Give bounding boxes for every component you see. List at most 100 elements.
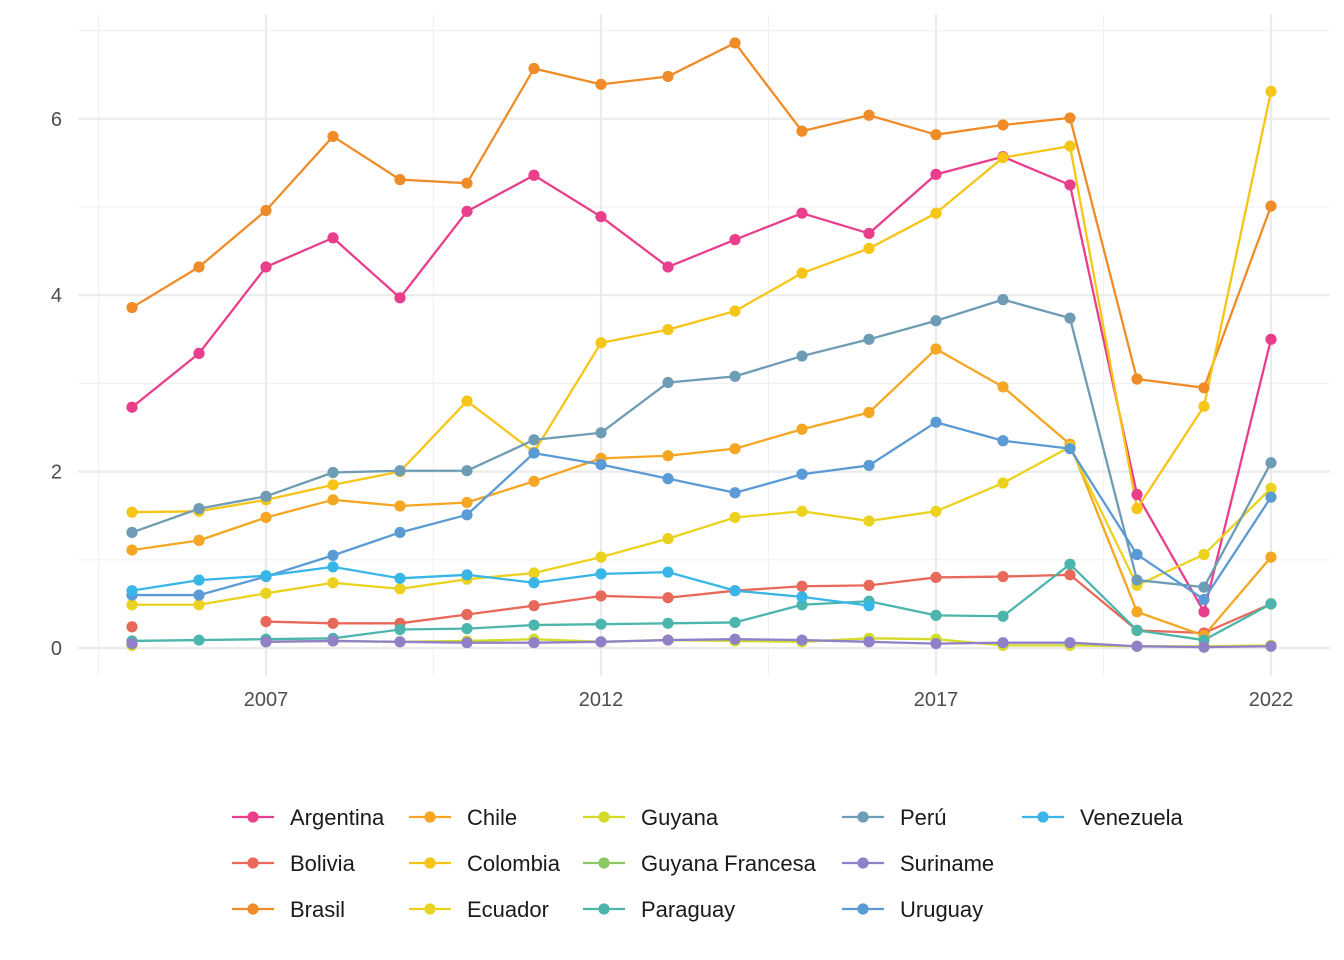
- data-point-per-: [1064, 312, 1076, 324]
- data-point-uruguay: [1131, 548, 1143, 561]
- data-point-brasil: [1265, 200, 1277, 212]
- data-point-venezuela: [394, 572, 406, 584]
- data-point-argentina: [461, 205, 473, 218]
- data-point-bolivia: [126, 621, 138, 633]
- data-point-per-: [1265, 457, 1277, 469]
- legend-item-brasil: Brasil: [232, 897, 345, 922]
- data-point-brasil: [193, 261, 205, 273]
- data-point-per-: [1131, 574, 1143, 586]
- data-point-argentina: [1198, 606, 1210, 618]
- legend-label: Bolivia: [290, 851, 356, 876]
- legend-item-guyana: Guyana: [583, 805, 719, 830]
- data-point-argentina: [126, 401, 138, 413]
- data-point-per-: [461, 465, 473, 477]
- legend-key-point: [857, 857, 869, 869]
- data-point-chile: [863, 406, 875, 419]
- data-point-colombia: [1131, 503, 1143, 515]
- data-point-per-: [260, 490, 272, 502]
- data-point-paraguay: [595, 618, 607, 630]
- legend: Argentina Bolivia Brasil Chile Colombia Ecuad…: [232, 805, 1184, 922]
- data-point-uruguay: [997, 435, 1009, 447]
- data-point-brasil: [1064, 112, 1076, 124]
- data-point-chile: [662, 450, 674, 462]
- data-point-suriname: [461, 637, 473, 649]
- data-point-bolivia: [863, 579, 875, 591]
- series-line-uruguay: [132, 421, 1272, 601]
- data-point-paraguay: [796, 599, 808, 611]
- data-point-uruguay: [394, 526, 406, 539]
- data-point-venezuela: [126, 585, 138, 597]
- data-point-ecuador: [930, 505, 942, 517]
- data-point-per-: [863, 333, 875, 345]
- data-point-uruguay: [796, 468, 808, 480]
- data-point-bolivia: [595, 590, 607, 602]
- legend-label: Colombia: [467, 851, 561, 876]
- data-point-colombia: [595, 337, 607, 349]
- series-points: [126, 37, 1277, 653]
- series-line-venezuela: [131, 565, 870, 607]
- data-point-suriname: [729, 633, 741, 645]
- data-point-ecuador: [863, 515, 875, 527]
- x-tick-label: 2012: [579, 689, 624, 711]
- data-point-brasil: [997, 119, 1009, 131]
- x-tick-label: 2022: [1249, 689, 1294, 711]
- data-point-paraguay: [1064, 558, 1076, 570]
- data-point-chile: [394, 500, 406, 512]
- data-point-paraguay: [461, 622, 473, 635]
- data-point-paraguay: [662, 617, 674, 629]
- series-line-per-: [131, 298, 1273, 589]
- data-point-paraguay: [729, 616, 741, 629]
- legend-item-chile: Chile: [409, 805, 517, 830]
- data-point-argentina: [260, 261, 272, 273]
- data-point-colombia: [1265, 85, 1277, 98]
- y-tick-label: 4: [51, 285, 62, 307]
- legend-label: Paraguay: [641, 897, 735, 922]
- x-tick-label: 2017: [914, 689, 959, 711]
- data-point-argentina: [930, 168, 942, 180]
- data-point-ecuador: [528, 567, 540, 579]
- data-point-per-: [662, 376, 674, 389]
- data-point-brasil: [729, 37, 741, 49]
- data-point-uruguay: [930, 416, 942, 428]
- series-lines: [131, 41, 1273, 649]
- data-point-brasil: [528, 62, 540, 75]
- data-point-colombia: [1064, 140, 1076, 152]
- data-point-brasil: [394, 174, 406, 186]
- data-point-ecuador: [126, 599, 138, 611]
- x-axis-tick-labels: 2007 2012 2017 2022: [244, 689, 1294, 711]
- data-point-brasil: [461, 177, 473, 189]
- data-point-suriname: [394, 636, 406, 648]
- data-point-suriname: [1265, 640, 1277, 652]
- data-point-argentina: [796, 207, 808, 219]
- data-point-per-: [930, 315, 942, 327]
- y-tick-label: 2: [51, 462, 62, 484]
- data-point-venezuela: [595, 568, 607, 580]
- data-point-brasil: [930, 129, 942, 141]
- data-point-chile: [126, 544, 138, 556]
- data-point-per-: [394, 465, 406, 477]
- data-point-suriname: [863, 636, 875, 648]
- data-point-argentina: [729, 234, 741, 246]
- legend-label: Argentina: [290, 805, 385, 830]
- data-point-venezuela: [461, 569, 473, 581]
- data-point-argentina: [595, 211, 607, 223]
- legend-item-bolivia: Bolivia: [232, 851, 356, 876]
- data-point-suriname: [796, 634, 808, 646]
- data-point-uruguay: [528, 447, 540, 459]
- data-point-suriname: [1131, 640, 1143, 652]
- data-point-brasil: [126, 301, 138, 314]
- data-point-chile: [796, 423, 808, 435]
- legend-label: Chile: [467, 805, 517, 830]
- data-point-paraguay: [997, 610, 1009, 622]
- series-line-paraguay: [131, 563, 1272, 643]
- data-point-chile: [997, 381, 1009, 393]
- data-point-colombia: [461, 395, 473, 407]
- data-point-chile: [729, 443, 741, 455]
- legend-key-point: [598, 857, 610, 869]
- data-point-bolivia: [997, 570, 1009, 583]
- data-point-bolivia: [528, 600, 540, 612]
- data-point-venezuela: [528, 577, 540, 589]
- data-point-chile: [193, 534, 205, 546]
- data-point-venezuela: [327, 561, 339, 573]
